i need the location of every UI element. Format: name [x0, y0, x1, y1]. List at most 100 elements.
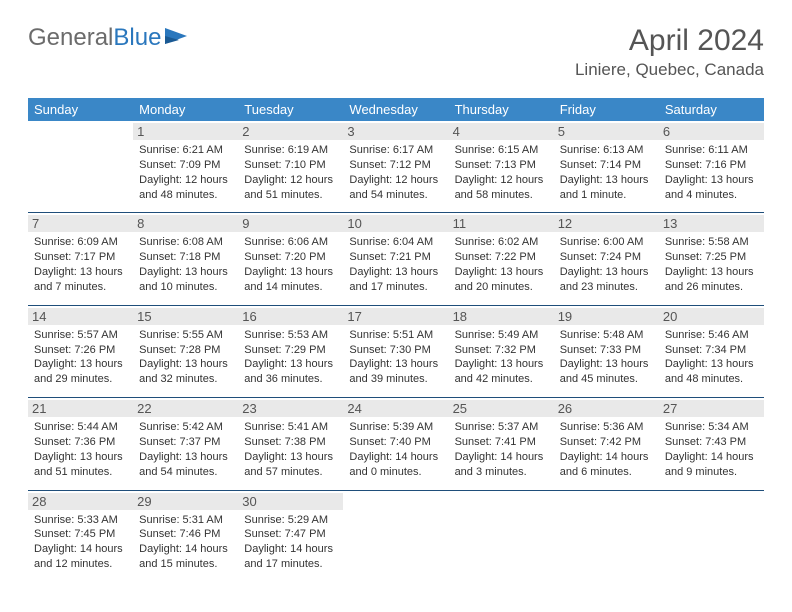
- title-block: April 2024 Liniere, Quebec, Canada: [575, 24, 764, 80]
- cell-line: Sunrise: 6:13 AM: [560, 143, 653, 158]
- cell-line: and 23 minutes.: [560, 280, 653, 295]
- weekday-header: Tuesday: [238, 98, 343, 121]
- calendar-cell: 21Sunrise: 5:44 AMSunset: 7:36 PMDayligh…: [28, 398, 133, 490]
- weekday-header: Thursday: [449, 98, 554, 121]
- cell-line: Daylight: 13 hours: [139, 265, 232, 280]
- cell-line: and 14 minutes.: [244, 280, 337, 295]
- weekday-header: Monday: [133, 98, 238, 121]
- cell-line: Sunrise: 5:58 AM: [665, 235, 758, 250]
- cell-line: Sunset: 7:47 PM: [244, 527, 337, 542]
- location: Liniere, Quebec, Canada: [575, 60, 764, 80]
- cell-line: Sunrise: 5:31 AM: [139, 513, 232, 528]
- logo-text-gray: General: [28, 24, 113, 51]
- cell-line: Sunrise: 5:46 AM: [665, 328, 758, 343]
- cell-line: Sunrise: 5:49 AM: [455, 328, 548, 343]
- cell-line: Sunrise: 5:37 AM: [455, 420, 548, 435]
- day-number: 30: [238, 493, 343, 510]
- day-number: 10: [343, 215, 448, 232]
- calendar-cell: 6 Sunrise: 6:11 AMSunset: 7:16 PMDaylight…: [659, 121, 764, 213]
- cell-line: and 9 minutes.: [665, 465, 758, 480]
- month-title: April 2024: [575, 24, 764, 58]
- cell-line: and 51 minutes.: [34, 465, 127, 480]
- cell-line: Sunset: 7:29 PM: [244, 343, 337, 358]
- cell-line: Sunrise: 6:04 AM: [349, 235, 442, 250]
- cell-line: Sunrise: 5:57 AM: [34, 328, 127, 343]
- day-number: 8: [133, 215, 238, 232]
- weekday-header-row: Sunday Monday Tuesday Wednesday Thursday…: [28, 98, 764, 121]
- cell-line: and 12 minutes.: [34, 557, 127, 572]
- day-number: 21: [28, 400, 133, 417]
- day-number: 11: [449, 215, 554, 232]
- cell-line: Daylight: 12 hours: [455, 173, 548, 188]
- cell-line: Sunset: 7:41 PM: [455, 435, 548, 450]
- day-number: 25: [449, 400, 554, 417]
- cell-line: Daylight: 14 hours: [665, 450, 758, 465]
- cell-line: Sunrise: 6:11 AM: [665, 143, 758, 158]
- cell-line: Sunset: 7:22 PM: [455, 250, 548, 265]
- day-number: 6: [659, 123, 764, 140]
- cell-line: Sunrise: 5:36 AM: [560, 420, 653, 435]
- day-number: 16: [238, 308, 343, 325]
- calendar-cell: 15Sunrise: 5:55 AMSunset: 7:28 PMDayligh…: [133, 305, 238, 397]
- cell-line: Sunset: 7:37 PM: [139, 435, 232, 450]
- cell-line: Sunset: 7:33 PM: [560, 343, 653, 358]
- cell-line: and 4 minutes.: [665, 188, 758, 203]
- day-number: 29: [133, 493, 238, 510]
- calendar-cell: 29 Sunrise: 5:31 AMSunset: 7:46 PMDayligh…: [133, 490, 238, 582]
- cell-line: Daylight: 13 hours: [560, 265, 653, 280]
- day-number: 26: [554, 400, 659, 417]
- cell-line: Daylight: 14 hours: [34, 542, 127, 557]
- cell-line: Sunset: 7:13 PM: [455, 158, 548, 173]
- day-number: 22: [133, 400, 238, 417]
- calendar-cell: 14Sunrise: 5:57 AMSunset: 7:26 PMDayligh…: [28, 305, 133, 397]
- calendar-cell: [449, 490, 554, 582]
- cell-line: Sunset: 7:42 PM: [560, 435, 653, 450]
- weekday-header: Wednesday: [343, 98, 448, 121]
- calendar-cell: 16Sunrise: 5:53 AMSunset: 7:29 PMDayligh…: [238, 305, 343, 397]
- calendar-cell: 8Sunrise: 6:08 AMSunset: 7:18 PMDaylight…: [133, 213, 238, 305]
- cell-line: Daylight: 14 hours: [455, 450, 548, 465]
- cell-line: Daylight: 13 hours: [665, 265, 758, 280]
- cell-line: Sunrise: 6:00 AM: [560, 235, 653, 250]
- cell-line: Sunrise: 6:09 AM: [34, 235, 127, 250]
- day-number: 17: [343, 308, 448, 325]
- cell-line: and 10 minutes.: [139, 280, 232, 295]
- cell-line: and 0 minutes.: [349, 465, 442, 480]
- cell-line: Daylight: 13 hours: [244, 450, 337, 465]
- day-number: 9: [238, 215, 343, 232]
- calendar-row: 21Sunrise: 5:44 AMSunset: 7:36 PMDayligh…: [28, 398, 764, 490]
- calendar-cell: 27Sunrise: 5:34 AMSunset: 7:43 PMDayligh…: [659, 398, 764, 490]
- cell-line: and 32 minutes.: [139, 372, 232, 387]
- day-number: 24: [343, 400, 448, 417]
- cell-line: Sunrise: 6:19 AM: [244, 143, 337, 158]
- cell-line: and 6 minutes.: [560, 465, 653, 480]
- cell-line: Daylight: 13 hours: [455, 357, 548, 372]
- cell-line: Daylight: 12 hours: [139, 173, 232, 188]
- cell-line: Sunrise: 5:33 AM: [34, 513, 127, 528]
- cell-line: Daylight: 14 hours: [139, 542, 232, 557]
- weekday-header: Friday: [554, 98, 659, 121]
- cell-line: Daylight: 13 hours: [244, 265, 337, 280]
- cell-line: Daylight: 13 hours: [560, 357, 653, 372]
- cell-line: Sunset: 7:16 PM: [665, 158, 758, 173]
- cell-line: Sunrise: 5:42 AM: [139, 420, 232, 435]
- logo: GeneralBlue: [28, 24, 191, 52]
- cell-line: Daylight: 13 hours: [34, 450, 127, 465]
- day-number: 19: [554, 308, 659, 325]
- cell-line: and 51 minutes.: [244, 188, 337, 203]
- cell-line: Sunset: 7:38 PM: [244, 435, 337, 450]
- cell-line: Sunset: 7:28 PM: [139, 343, 232, 358]
- day-number: 27: [659, 400, 764, 417]
- day-number: 18: [449, 308, 554, 325]
- calendar-cell: 3Sunrise: 6:17 AMSunset: 7:12 PMDaylight…: [343, 121, 448, 213]
- calendar-row: 28Sunrise: 5:33 AMSunset: 7:45 PMDayligh…: [28, 490, 764, 582]
- cell-line: and 7 minutes.: [34, 280, 127, 295]
- cell-line: Daylight: 13 hours: [665, 173, 758, 188]
- cell-line: Sunset: 7:21 PM: [349, 250, 442, 265]
- cell-line: Sunset: 7:46 PM: [139, 527, 232, 542]
- cell-line: Daylight: 13 hours: [349, 357, 442, 372]
- calendar-row: 7Sunrise: 6:09 AMSunset: 7:17 PMDaylight…: [28, 213, 764, 305]
- cell-line: Sunrise: 5:53 AM: [244, 328, 337, 343]
- day-number: 1: [133, 123, 238, 140]
- calendar-cell: 1Sunrise: 6:21 AMSunset: 7:09 PMDaylight…: [133, 121, 238, 213]
